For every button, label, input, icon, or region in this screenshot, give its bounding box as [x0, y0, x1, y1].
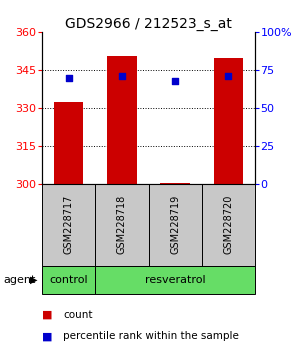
Text: ▶: ▶: [30, 275, 38, 285]
Text: resveratrol: resveratrol: [145, 275, 206, 285]
Text: percentile rank within the sample: percentile rank within the sample: [63, 331, 239, 341]
Text: count: count: [63, 310, 92, 320]
Text: GSM228720: GSM228720: [224, 195, 233, 255]
Bar: [95, 266, 255, 294]
Bar: [107, 56, 136, 184]
Bar: [214, 58, 243, 184]
Text: agent: agent: [3, 275, 35, 285]
Point: [226, 73, 231, 79]
Text: ■: ■: [42, 310, 52, 320]
Text: GSM228718: GSM228718: [117, 195, 127, 255]
Bar: [148, 184, 202, 266]
Point: [119, 73, 124, 79]
Bar: [160, 183, 190, 184]
Text: GSM228717: GSM228717: [64, 195, 74, 255]
Bar: [202, 184, 255, 266]
Text: ■: ■: [42, 331, 52, 341]
Bar: [42, 184, 95, 266]
Bar: [54, 102, 83, 184]
Point: [173, 78, 178, 84]
Bar: [42, 266, 95, 294]
Point: [66, 75, 71, 80]
Title: GDS2966 / 212523_s_at: GDS2966 / 212523_s_at: [65, 17, 232, 31]
Text: GSM228719: GSM228719: [170, 195, 180, 255]
Text: control: control: [49, 275, 88, 285]
Bar: [95, 184, 148, 266]
